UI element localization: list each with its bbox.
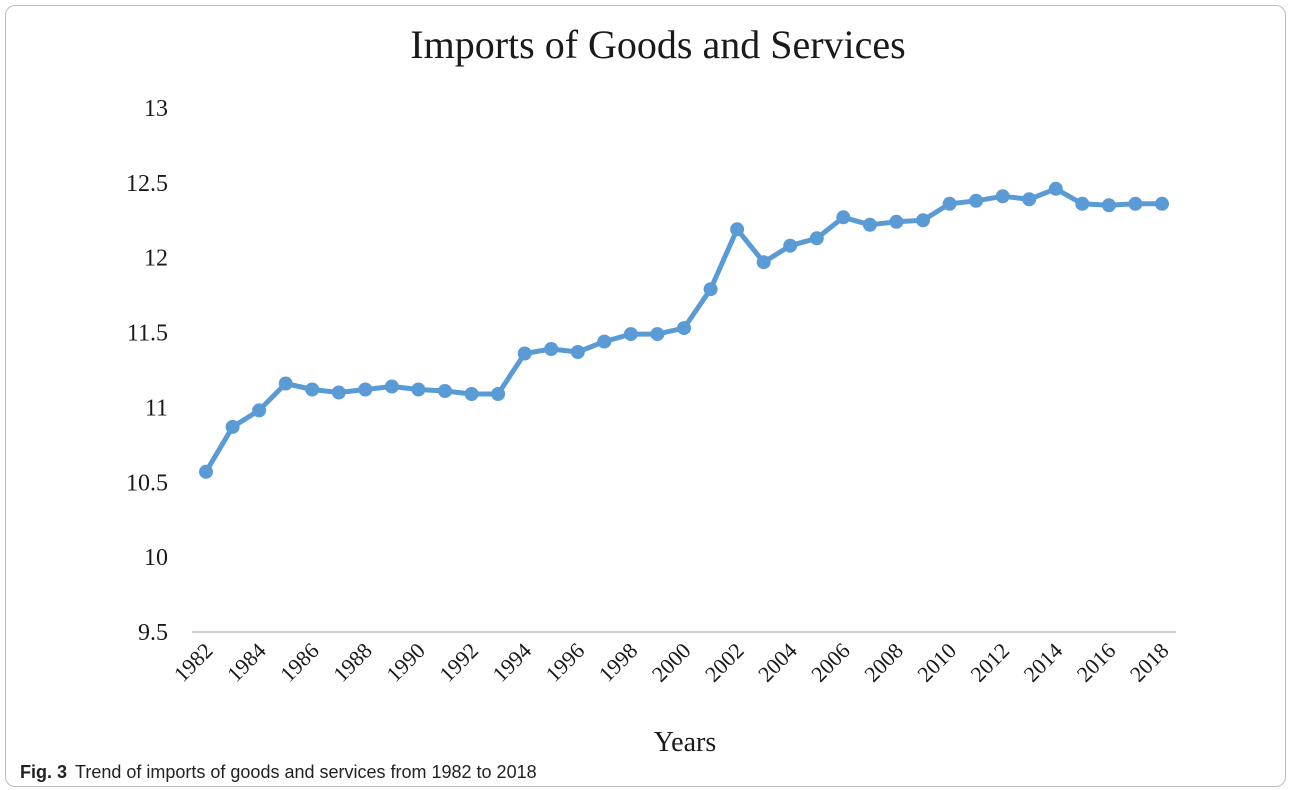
y-tick-label: 10 <box>144 545 168 571</box>
x-tick-label: 1986 <box>275 638 324 687</box>
data-point <box>464 387 479 401</box>
data-point <box>677 321 691 336</box>
data-point <box>411 382 426 397</box>
data-point <box>331 385 346 400</box>
data-point <box>1155 196 1169 211</box>
data-point <box>517 346 532 361</box>
x-tick-label: 1982 <box>169 638 218 687</box>
figure-caption-text: Trend of imports of goods and services f… <box>75 762 537 782</box>
y-tick-label: 10.5 <box>126 470 168 496</box>
data-point <box>438 384 452 398</box>
x-tick-label: 2010 <box>912 638 961 687</box>
data-point <box>703 282 718 297</box>
data-point <box>916 213 930 228</box>
data-point <box>384 379 399 394</box>
data-point <box>358 382 373 397</box>
x-tick-label: 2014 <box>1019 638 1068 687</box>
series-points <box>199 181 1169 479</box>
data-point <box>862 217 877 232</box>
x-tick-label: 1988 <box>328 638 377 687</box>
data-point <box>1101 198 1116 213</box>
figure-label: Fig. 3 <box>20 762 68 782</box>
y-axis-ticks: 9.5 10 10.5 11 11.5 12 12.5 13 <box>126 96 168 646</box>
data-point <box>597 334 612 349</box>
data-point <box>225 419 240 434</box>
x-axis-label: Years <box>654 727 717 758</box>
data-point <box>544 342 559 356</box>
data-point <box>756 255 771 270</box>
data-point <box>783 238 798 253</box>
y-tick-label: 13 <box>144 96 168 122</box>
x-tick-label: 1998 <box>594 638 643 687</box>
x-tick-label: 1990 <box>381 638 430 687</box>
data-point <box>1128 196 1143 211</box>
data-point <box>650 327 665 342</box>
x-tick-label: 2012 <box>965 638 1014 687</box>
data-point <box>730 222 745 237</box>
x-tick-label: 1994 <box>487 638 536 687</box>
data-point <box>1022 192 1037 207</box>
x-tick-label: 2008 <box>859 638 908 687</box>
data-point <box>623 327 638 342</box>
y-tick-label: 12 <box>144 246 168 272</box>
data-point <box>278 376 293 391</box>
figure-frame <box>5 5 1286 787</box>
x-tick-label: 1992 <box>434 638 483 687</box>
data-point <box>809 231 824 246</box>
y-tick-label: 11 <box>145 395 168 421</box>
data-point <box>942 196 957 211</box>
x-tick-label: 2002 <box>700 638 749 687</box>
figure-caption: Fig. 3 Trend of imports of goods and serv… <box>20 762 537 783</box>
data-point <box>570 345 585 359</box>
x-tick-label: 2004 <box>753 638 802 687</box>
x-tick-label: 1984 <box>222 638 271 687</box>
data-point <box>889 214 904 229</box>
data-point <box>305 382 320 397</box>
x-tick-label: 2006 <box>806 638 855 687</box>
data-point <box>836 210 851 225</box>
data-point <box>491 387 506 401</box>
x-tick-label: 2018 <box>1125 638 1174 687</box>
x-tick-label: 2000 <box>647 638 696 687</box>
y-tick-label: 11.5 <box>127 321 168 347</box>
x-tick-label: 1996 <box>541 638 590 687</box>
data-point <box>252 403 267 418</box>
x-tick-label: 2016 <box>1072 638 1121 687</box>
y-tick-label: 9.5 <box>138 620 168 646</box>
x-axis-ticks: 1982 1984 1986 1988 1990 1992 1994 1996 1998 2000… <box>169 638 1174 687</box>
data-point <box>969 193 984 208</box>
data-point <box>995 189 1010 204</box>
data-point <box>199 464 213 479</box>
data-point <box>1048 181 1063 196</box>
y-tick-label: 12.5 <box>126 171 168 197</box>
data-point <box>1075 196 1090 211</box>
chart-title: Imports of Goods and Services <box>410 22 905 67</box>
